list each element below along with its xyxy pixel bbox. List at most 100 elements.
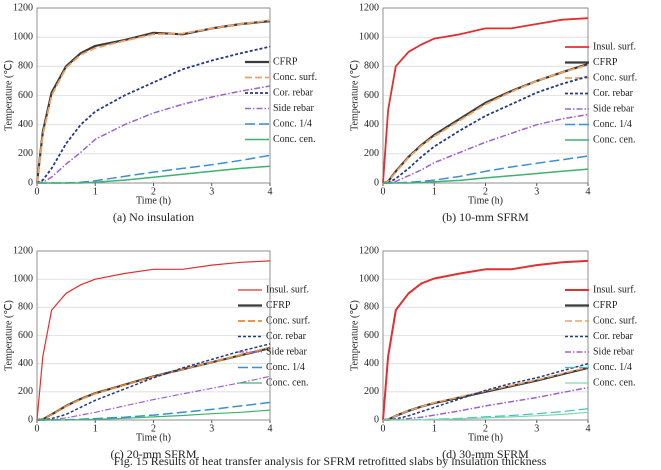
plot-frame	[382, 7, 589, 184]
x-tick-label: 0	[35, 423, 40, 434]
series-line	[382, 64, 589, 184]
series-line	[36, 85, 271, 184]
legend-label: Conc. surf.	[593, 315, 637, 326]
y-tick-label: 400	[364, 358, 379, 369]
legend-label: Cor. rebar	[593, 331, 634, 342]
chart-caption: (b) 10-mm SFRM	[442, 210, 529, 224]
y-axis-label: Temperature (℃)	[3, 60, 14, 131]
chart-caption: (c) 20-mm SFRM	[110, 447, 196, 461]
x-tick-label: 3	[209, 423, 214, 434]
legend-label: Cor. rebar	[266, 331, 307, 342]
legend-label: Side rebar	[266, 346, 307, 357]
legend-label: Insul. surf.	[593, 284, 636, 295]
legend-label: Conc. cen.	[266, 377, 309, 388]
legend-label: CFRP	[266, 300, 291, 311]
y-tick-label: 200	[364, 148, 379, 159]
series-line	[37, 343, 271, 421]
chart-caption: (d) 30-mm SFRM	[442, 447, 529, 461]
x-tick-label: 1	[432, 423, 437, 434]
x-axis-label: Time (h)	[468, 432, 503, 443]
y-tick-label: 1200	[13, 245, 33, 256]
series-line	[36, 347, 271, 422]
y-tick-label: 600	[364, 330, 379, 341]
chart-caption: (a) No insulation	[113, 210, 194, 224]
x-tick-label: 0	[381, 423, 386, 434]
figure-caption: Fig. 15 Results of heat transfer analysi…	[114, 454, 547, 468]
x-tick-label: 0	[35, 186, 40, 197]
legend-label: Conc. 1/4	[266, 362, 305, 373]
x-axis-label: Time (h)	[468, 195, 503, 206]
y-tick-label: 1000	[13, 31, 33, 42]
y-tick-label: 200	[18, 148, 33, 159]
x-tick-label: 2	[151, 186, 156, 197]
y-tick-label: 400	[18, 358, 33, 369]
x-tick-label: 3	[209, 186, 214, 197]
y-axis-label: Temperature (℃)	[349, 60, 360, 131]
y-tick-label: 1000	[359, 273, 379, 284]
legend-label: Side rebar	[273, 103, 314, 114]
x-tick-label: 4	[268, 186, 273, 197]
series-line	[383, 168, 589, 184]
y-tick-label: 600	[18, 330, 33, 341]
y-tick-label: 400	[18, 119, 33, 130]
series-line	[37, 165, 271, 184]
y-axis-label: Temperature (℃)	[3, 300, 14, 371]
plot-frame	[36, 7, 271, 184]
legend-label: CFRP	[593, 57, 618, 68]
legend-label: CFRP	[593, 300, 618, 311]
y-axis-label: Temperature (℃)	[349, 300, 360, 371]
series-line	[382, 366, 589, 421]
x-tick-label: 4	[586, 186, 591, 197]
y-tick-label: 800	[18, 61, 33, 72]
series-line	[36, 45, 271, 184]
y-tick-label: 1200	[13, 2, 33, 13]
series-line	[36, 260, 271, 421]
legend-label: Conc. 1/4	[593, 362, 632, 373]
x-tick-label: 1	[432, 186, 437, 197]
x-tick-label: 2	[483, 423, 488, 434]
y-tick-label: 1000	[13, 273, 33, 284]
series-line	[382, 259, 589, 421]
y-tick-label: 200	[364, 386, 379, 397]
legend-label: CFRP	[273, 56, 298, 67]
legend-label: Cor. rebar	[273, 87, 314, 98]
legend-label: Insul. surf.	[266, 284, 309, 295]
y-tick-label: 0	[374, 177, 379, 188]
series-line	[382, 63, 589, 185]
legend-label: Insul. surf.	[593, 41, 636, 52]
legend-label: Conc. surf.	[593, 72, 637, 83]
legend-label: Conc. surf.	[273, 72, 317, 83]
x-tick-label: 1	[93, 186, 98, 197]
plot-frame	[382, 250, 589, 421]
x-axis-label: Time (h)	[136, 195, 171, 206]
y-tick-label: 1200	[359, 2, 379, 13]
y-tick-label: 800	[18, 302, 33, 313]
x-tick-label: 4	[586, 423, 591, 434]
series-line	[382, 17, 589, 184]
series-line	[37, 401, 271, 421]
legend-label: Cor. rebar	[593, 88, 634, 99]
series-line	[383, 75, 589, 184]
series-line	[36, 19, 271, 184]
legend-label: Conc. cen.	[593, 134, 636, 145]
legend-label: Conc. cen.	[273, 134, 316, 145]
legend-label: Side rebar	[593, 103, 634, 114]
y-tick-label: 800	[364, 61, 379, 72]
series-line	[36, 346, 271, 421]
legend-label: Conc. 1/4	[273, 118, 312, 129]
y-tick-label: 1200	[359, 245, 379, 256]
y-tick-label: 0	[28, 177, 33, 188]
x-tick-label: 3	[534, 186, 539, 197]
x-axis-label: Time (h)	[136, 432, 171, 443]
legend-label: Side rebar	[593, 346, 634, 357]
y-tick-label: 0	[28, 414, 33, 425]
y-tick-label: 800	[364, 302, 379, 313]
x-tick-label: 0	[381, 186, 386, 197]
y-tick-label: 400	[364, 119, 379, 130]
series-line	[37, 154, 271, 184]
series-line	[383, 113, 589, 184]
x-tick-label: 2	[151, 423, 156, 434]
x-tick-label: 2	[483, 186, 488, 197]
x-tick-label: 3	[534, 423, 539, 434]
x-tick-label: 1	[93, 423, 98, 434]
